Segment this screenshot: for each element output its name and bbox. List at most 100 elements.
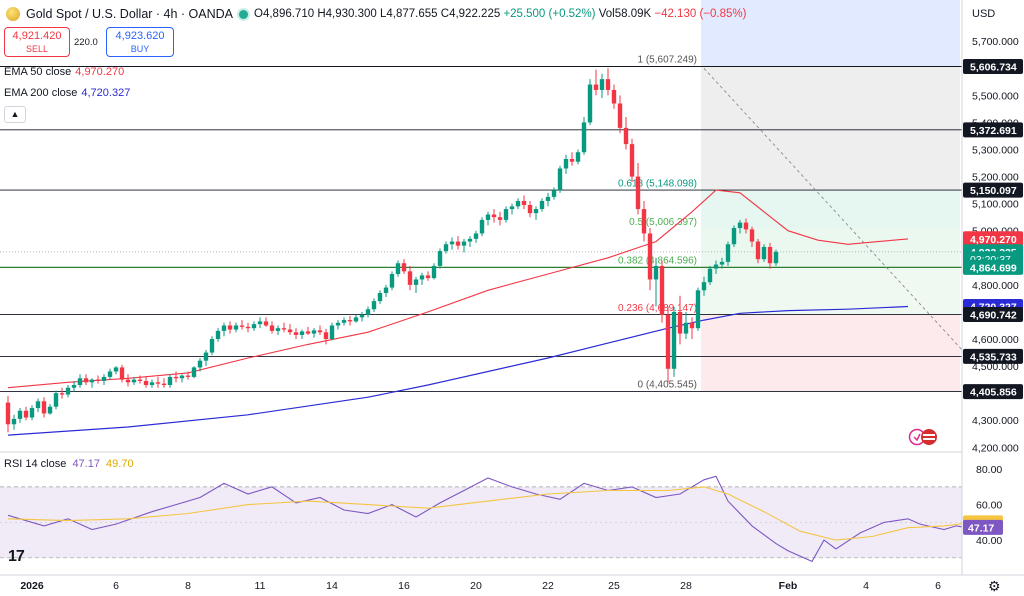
candle-body [269,325,275,331]
x-tick-label: 2026 [20,580,44,592]
candle-body [671,311,677,369]
candle-body [497,217,503,220]
candle-body [455,241,461,246]
candle-body [551,190,557,197]
candle-body [299,331,305,335]
volume-value: Vol58.09K [598,8,652,20]
candle-body [521,200,527,206]
candle-body [17,410,23,419]
sell-button[interactable]: 4,921.420 SELL [4,27,70,57]
ema200-label: EMA 200 close [4,87,78,99]
candle-body [239,325,245,327]
ema50-value: 4,970.270 [75,66,125,78]
candle-body [773,251,779,264]
x-tick-label: 28 [680,580,692,592]
fib-zone-1-0618 [701,66,960,191]
candle-body [665,314,671,369]
candle-body [731,228,737,245]
sell-price: 4,921.420 [12,30,62,42]
price-label-bg [963,306,1023,322]
candle-body [275,328,281,331]
ema50-legend[interactable]: EMA 50 close 4,970.270 [4,66,124,78]
ema200-line [7,305,909,436]
x-tick-label: 6 [935,580,941,592]
price-label: 4,690.742 [970,309,1017,321]
price-label: 4,405.856 [970,387,1017,399]
symbol-title[interactable]: Gold Spot / U.S. Dollar · 4h · OANDA [26,7,234,21]
ema50-label: EMA 50 close [4,66,72,78]
candle-body [119,367,125,380]
candle-body [5,402,11,425]
gold-coin-icon [6,7,20,21]
candle-body [167,376,173,386]
fib-level-label: 0 (4,405.545) [638,380,698,391]
candle-body [197,360,203,368]
candle-body [419,275,425,280]
collapse-legend-button[interactable]: ▲ [4,106,26,123]
candle-body [389,274,395,288]
candle-body [185,375,191,377]
price-label: 5,372.691 [970,125,1017,137]
y-tick-label: 4,500.000 [972,361,1019,373]
gear-icon[interactable]: ⚙ [988,578,1001,594]
candle-body [701,282,707,291]
candle-body [401,263,407,272]
y-tick-label: 5,200.000 [972,172,1019,184]
price-label: 5,150.097 [970,185,1017,197]
candle-body [59,393,65,395]
candle-body [533,209,539,214]
spread-value: 220.0 [74,37,98,48]
tradingview-logo[interactable]: 17 [8,548,25,565]
symbol-header[interactable]: Gold Spot / U.S. Dollar · 4h · OANDA O4,… [6,5,746,23]
ohlc-values: O4,896.710 H4,930.300 L4,877.655 C4,922.… [254,8,746,20]
currency-selector[interactable]: USD [972,8,996,20]
candle-body [545,196,551,201]
price-label: 4,970.270 [970,234,1017,246]
rsi-label: RSI 14 close [4,458,67,470]
candle-body [29,408,35,418]
candle-body [323,332,329,340]
rsi-tick-label: 40.00 [976,535,1002,547]
candle-body [605,79,611,90]
candle-body [395,263,401,275]
candle-body [479,219,485,234]
candle-body [287,329,293,333]
price-label: 4,864.699 [970,262,1017,274]
candle-body [257,321,263,325]
candle-body [587,84,593,123]
candle-body [617,103,623,128]
candle-body [371,301,377,310]
fib-zone-05-0382 [701,229,960,268]
candle-body [707,268,713,283]
x-tick-label: 11 [255,580,266,592]
volume-change-value: −42.130 (−0.85%) [654,8,747,20]
x-tick-label: Feb [779,580,798,592]
price-label-bg [963,58,1023,74]
ema200-legend[interactable]: EMA 200 close 4,720.327 [4,87,130,99]
rsi-label-bg [963,519,1003,535]
candle-body [203,352,209,361]
candle-body [209,339,215,353]
candle-body [41,401,47,414]
y-tick-label: 4,300.000 [972,415,1019,427]
rsi-tick-label: 80.00 [976,464,1002,476]
candle-body [659,265,665,315]
candle-body [653,265,659,280]
buy-button[interactable]: 4,923.620 BUY [106,27,174,57]
fib-level-label: 1 (5,607.249) [638,54,698,65]
candle-body [611,89,617,104]
candle-body [335,322,341,326]
price-label-bg [963,348,1023,364]
fib-level-label: 0.382 (4,864.596) [618,255,697,266]
candle-body [305,331,311,334]
rsi-axis-label: 47.17 [968,522,994,534]
candle-body [425,275,431,279]
y-tick-label: 5,500.000 [972,90,1019,102]
candle-body [557,168,563,191]
y-tick-label: 4,200.000 [972,442,1019,454]
candle-body [89,379,95,383]
flag-icon[interactable] [908,428,938,446]
rsi-legend[interactable]: RSI 14 close 47.17 49.70 [4,458,134,470]
candle-body [329,325,335,340]
